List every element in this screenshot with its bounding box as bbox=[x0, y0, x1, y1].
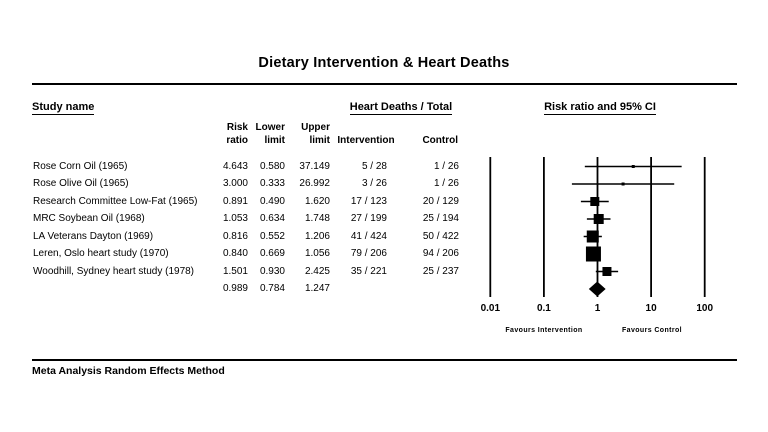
column-header-risk-ratio-ci: Risk ratio and 95% CI bbox=[537, 101, 663, 115]
upper-limit-cell: 2.425 bbox=[304, 265, 330, 277]
table-row: Rose Corn Oil (1965) 4.643 0.580 37.149 5 / … bbox=[0, 159, 480, 175]
lower-limit-cell: 0.784 bbox=[259, 283, 285, 294]
table-row: Research Committee Low-Fat (1965) 0.891 0.… bbox=[0, 194, 480, 210]
x-tick-label-10: 10 bbox=[645, 303, 657, 314]
study-name-cell: MRC Soybean Oil (1968) bbox=[33, 213, 145, 224]
control-events-cell: 1 / 26 bbox=[433, 178, 459, 189]
risk-ratio-cell: 0.840 bbox=[222, 248, 248, 259]
control-events-cell: 1 / 26 bbox=[433, 160, 459, 172]
figure-title: Dietary Intervention & Heart Deaths bbox=[258, 55, 510, 71]
subheader-risk-line1: Risk bbox=[226, 122, 248, 133]
lower-limit-cell: 0.552 bbox=[259, 230, 285, 242]
favours-control-label: Favours Control bbox=[621, 327, 683, 334]
subheader-lower-limit: Lower limit bbox=[245, 121, 285, 147]
subheader-intervention: Intervention bbox=[337, 135, 395, 146]
subheader-risk-line2: ratio bbox=[226, 135, 248, 146]
upper-limit-cell: 1.620 bbox=[304, 195, 330, 207]
heart-deaths-header-label: Heart Deaths / Total bbox=[349, 101, 453, 115]
risk-ratio-cell: 0.816 bbox=[222, 230, 248, 242]
table-row: Woodhill, Sydney heart study (1978) 1.501… bbox=[0, 264, 480, 280]
subheader-upper-limit: Upper limit bbox=[285, 121, 330, 147]
upper-limit-cell: 1.056 bbox=[304, 248, 330, 259]
x-tick-label-0.1: 0.1 bbox=[536, 303, 551, 314]
risk-ratio-cell: 1.053 bbox=[222, 213, 248, 224]
effect-marker bbox=[631, 165, 635, 168]
lower-limit-cell: 0.634 bbox=[259, 213, 285, 224]
upper-limit-cell: 1.206 bbox=[304, 230, 330, 242]
risk-ratio-ci-header-label: Risk ratio and 95% CI bbox=[544, 101, 656, 115]
lower-limit-cell: 0.930 bbox=[259, 265, 285, 277]
study-name-cell: Leren, Oslo heart study (1970) bbox=[33, 248, 169, 259]
control-events-cell: 20 / 129 bbox=[422, 195, 459, 207]
effect-marker bbox=[586, 230, 599, 243]
effect-marker bbox=[590, 197, 600, 206]
subheader-lower-line1: Lower bbox=[255, 122, 285, 133]
study-name-cell: LA Veterans Dayton (1969) bbox=[33, 230, 154, 242]
study-name-header-label: Study name bbox=[32, 101, 95, 115]
intervention-events-cell: 41 / 424 bbox=[350, 230, 387, 242]
study-name-cell: Rose Olive Oil (1965) bbox=[33, 178, 129, 189]
table-row: MRC Soybean Oil (1968) 1.053 0.634 1.748 27 … bbox=[0, 211, 480, 227]
subheader-risk-ratio: Risk ratio bbox=[208, 121, 248, 147]
summary-row: 0.989 0.784 1.247 bbox=[0, 281, 480, 297]
intervention-events-cell: 27 / 199 bbox=[350, 213, 387, 224]
summary-diamond bbox=[588, 281, 606, 297]
intervention-events-cell: 35 / 221 bbox=[350, 265, 387, 277]
x-tick-label-1: 1 bbox=[594, 303, 601, 314]
favours-intervention-label: Favours Intervention bbox=[505, 327, 583, 334]
study-name-cell: Woodhill, Sydney heart study (1978) bbox=[33, 265, 195, 277]
study-name-cell: Rose Corn Oil (1965) bbox=[33, 160, 128, 172]
effect-marker bbox=[585, 246, 601, 262]
risk-ratio-cell: 4.643 bbox=[222, 160, 248, 172]
method-footer: Meta Analysis Random Effects Method bbox=[32, 365, 225, 377]
risk-ratio-cell: 3.000 bbox=[222, 178, 248, 189]
column-header-study-name: Study name bbox=[32, 101, 95, 115]
intervention-events-cell: 5 / 28 bbox=[361, 160, 387, 172]
study-name-cell: Research Committee Low-Fat (1965) bbox=[33, 195, 198, 207]
risk-ratio-cell: 1.501 bbox=[222, 265, 248, 277]
effect-marker bbox=[621, 182, 625, 186]
intervention-events-cell: 3 / 26 bbox=[361, 178, 387, 189]
effect-marker bbox=[602, 267, 612, 276]
table-row: LA Veterans Dayton (1969) 0.816 0.552 1.206… bbox=[0, 229, 480, 245]
table-row: Leren, Oslo heart study (1970) 0.840 0.669… bbox=[0, 246, 480, 262]
column-header-heart-deaths-total: Heart Deaths / Total bbox=[340, 101, 462, 115]
upper-limit-cell: 1.247 bbox=[304, 283, 330, 294]
lower-limit-cell: 0.669 bbox=[259, 248, 285, 259]
x-tick-label-100: 100 bbox=[696, 303, 714, 314]
lower-limit-cell: 0.490 bbox=[259, 195, 285, 207]
risk-ratio-cell: 0.891 bbox=[222, 195, 248, 207]
control-events-cell: 94 / 206 bbox=[422, 248, 459, 259]
risk-ratio-cell: 0.989 bbox=[222, 283, 248, 294]
subheader-lower-line2: limit bbox=[264, 135, 285, 146]
x-tick-label-0.01: 0.01 bbox=[480, 303, 501, 314]
intervention-events-cell: 79 / 206 bbox=[350, 248, 387, 259]
upper-limit-cell: 26.992 bbox=[299, 178, 330, 189]
control-events-cell: 25 / 194 bbox=[422, 213, 459, 224]
top-rule bbox=[32, 83, 737, 85]
intervention-events-cell: 17 / 123 bbox=[350, 195, 387, 207]
bottom-rule bbox=[32, 359, 737, 361]
upper-limit-cell: 37.149 bbox=[299, 160, 330, 172]
effect-marker bbox=[593, 214, 604, 224]
subheader-upper-line2: limit bbox=[309, 135, 330, 146]
subheader-upper-line1: Upper bbox=[301, 122, 330, 133]
control-events-cell: 25 / 237 bbox=[422, 265, 459, 277]
lower-limit-cell: 0.333 bbox=[259, 178, 285, 189]
upper-limit-cell: 1.748 bbox=[304, 213, 330, 224]
lower-limit-cell: 0.580 bbox=[259, 160, 285, 172]
table-row: Rose Olive Oil (1965) 3.000 0.333 26.992 3 /… bbox=[0, 176, 480, 192]
control-events-cell: 50 / 422 bbox=[422, 230, 459, 242]
subheader-control: Control bbox=[422, 135, 458, 146]
